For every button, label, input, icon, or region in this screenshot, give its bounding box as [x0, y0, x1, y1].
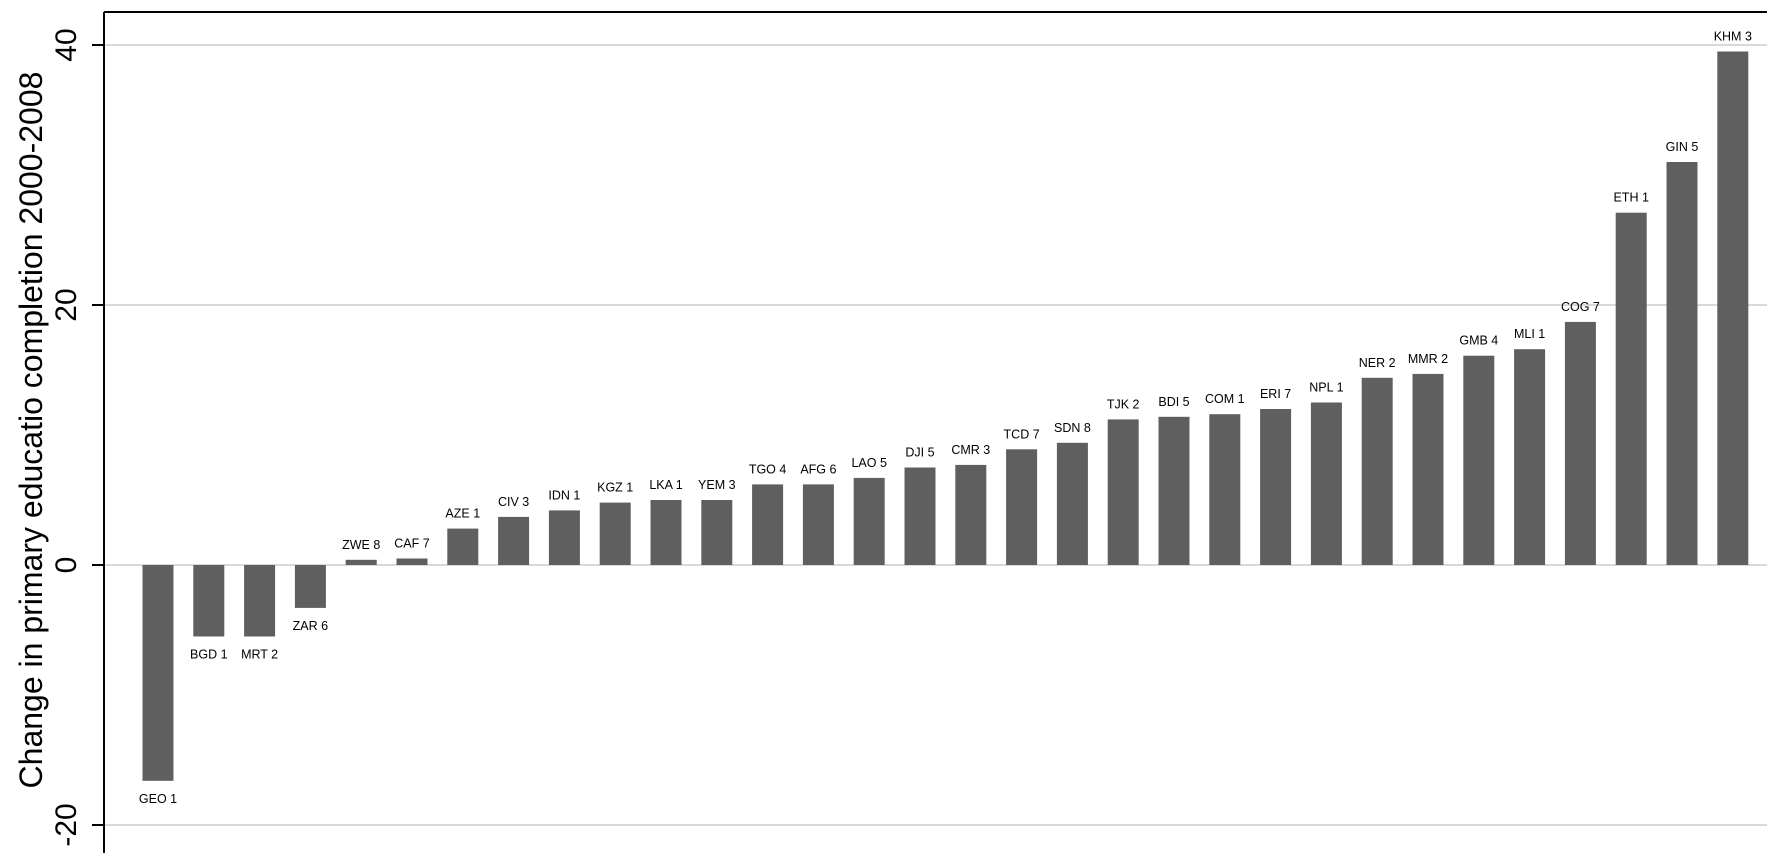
bar: [802, 484, 834, 565]
bar-label: IDN 1: [548, 488, 580, 502]
bar: [1260, 409, 1292, 565]
bar: [1158, 416, 1190, 565]
bar: [1717, 51, 1749, 565]
bar: [193, 565, 225, 637]
bar-labels: GEO 1 BGD 1 MRT 2 ZAR 6 ZWE 8 CAF 7 AZE 1 CIV 3…: [139, 30, 1752, 806]
bar: [1056, 442, 1088, 565]
bar-label: GEO 1: [139, 792, 177, 806]
bar-label: ERI 7: [1260, 387, 1291, 401]
bar: [1564, 321, 1596, 565]
bar-label: CAF 7: [394, 537, 429, 551]
bar-label: DJI 5: [905, 446, 934, 460]
bar: [1107, 419, 1139, 565]
bar: [244, 565, 276, 637]
bar-label: NER 2: [1359, 356, 1396, 370]
bar-label: TCD 7: [1004, 427, 1040, 441]
bar-label: SDN 8: [1054, 421, 1091, 435]
bar: [447, 528, 479, 565]
bar: [1006, 449, 1038, 565]
bar-label: TJK 2: [1107, 397, 1140, 411]
y-axis: -20 0 20 40: [50, 11, 1767, 853]
bar-label: COG 7: [1561, 300, 1600, 314]
bar-label: KGZ 1: [597, 481, 633, 495]
y-tick-label: -20: [50, 803, 83, 846]
bars: [142, 51, 1749, 781]
bar: [650, 500, 682, 565]
y-tick-label: 0: [50, 557, 83, 574]
bar: [345, 559, 377, 565]
bar: [1514, 349, 1546, 565]
bar-label: GIN 5: [1666, 140, 1699, 154]
bar-label: COM 1: [1205, 392, 1245, 406]
bar-label: KHM 3: [1714, 30, 1752, 44]
bar-label: TGO 4: [749, 462, 787, 476]
bar: [1412, 373, 1444, 565]
bar-label: CIV 3: [498, 495, 529, 509]
bar-label: MMR 2: [1408, 352, 1448, 366]
bar: [1310, 402, 1342, 565]
bar: [294, 565, 326, 608]
bar-label: ETH 1: [1613, 191, 1648, 205]
bar: [1361, 377, 1393, 565]
bar-label: CMR 3: [951, 443, 990, 457]
bar: [396, 558, 428, 565]
bar: [853, 477, 885, 565]
bar-label: LAO 5: [851, 456, 886, 470]
bar-label: AFG 6: [800, 462, 836, 476]
bar: [752, 484, 784, 565]
bar-label: MLI 1: [1514, 327, 1545, 341]
bar: [548, 510, 580, 565]
bar-label: ZAR 6: [293, 619, 328, 633]
bar-label: ZWE 8: [342, 538, 380, 552]
bar: [904, 467, 936, 565]
bar: [955, 464, 987, 565]
bar-label: BDI 5: [1158, 395, 1189, 409]
bar-label: AZE 1: [445, 507, 480, 521]
bar: [1666, 162, 1698, 565]
bar-label: MRT 2: [241, 648, 278, 662]
bar: [701, 500, 733, 565]
bar-label: GMB 4: [1459, 334, 1498, 348]
bar-label: NPL 1: [1309, 381, 1343, 395]
bar: [1615, 212, 1647, 565]
y-tick-label: 40: [50, 28, 83, 61]
bar: [599, 502, 631, 565]
bar: [1209, 414, 1241, 565]
bar: [1463, 355, 1495, 565]
y-tick-label: 20: [50, 288, 83, 321]
bar-label: YEM 3: [698, 478, 736, 492]
bar-label: LKA 1: [649, 478, 682, 492]
y-axis-title: Change in primary educatio completion 20…: [13, 72, 49, 789]
bar: [498, 516, 530, 565]
bar: [142, 565, 174, 781]
bar-label: BGD 1: [190, 648, 228, 662]
